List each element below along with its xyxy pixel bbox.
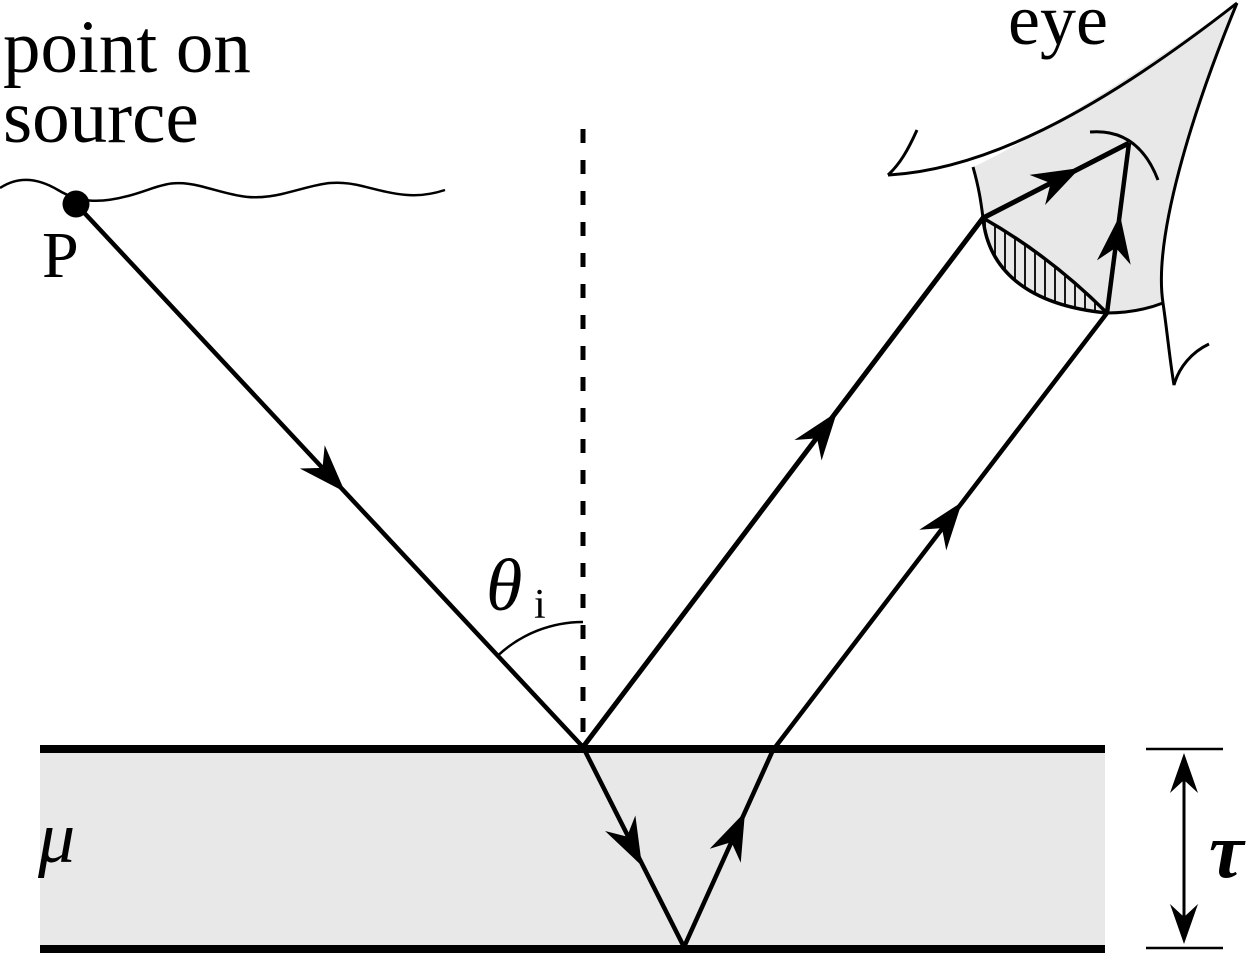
source-caption-line2: source [3,76,199,159]
incidence-angle-subscript: i [534,582,546,628]
refractive-index-label: μ [37,797,75,879]
eye-upper-outline [887,1,1238,177]
source-caption-line1: point on [3,6,251,89]
surface-reflected-ray [581,140,1131,749]
incidence-angle-label: θ [486,545,522,627]
eye-bottom-arc [1106,301,1164,315]
eye-label: eye [1008,0,1108,60]
incidence-angle-arc [496,620,584,657]
reflected-ray-arrowhead [794,401,851,461]
point-label: P [42,219,79,292]
thickness-label: τ [1209,807,1246,894]
film-layer [40,749,1105,949]
retina-arc [1089,130,1160,181]
eye-upper-left-curl [886,129,919,177]
source-wave [0,178,446,202]
eye-lens-lower-arc [981,217,1108,315]
film-refracted-ray [580,142,1132,953]
emergent-ray-arrowhead [919,491,976,551]
eye-cornea-arc [971,166,985,219]
eye-lens-hatching [983,218,1107,313]
eye-lens-upper-arc [982,216,1109,315]
